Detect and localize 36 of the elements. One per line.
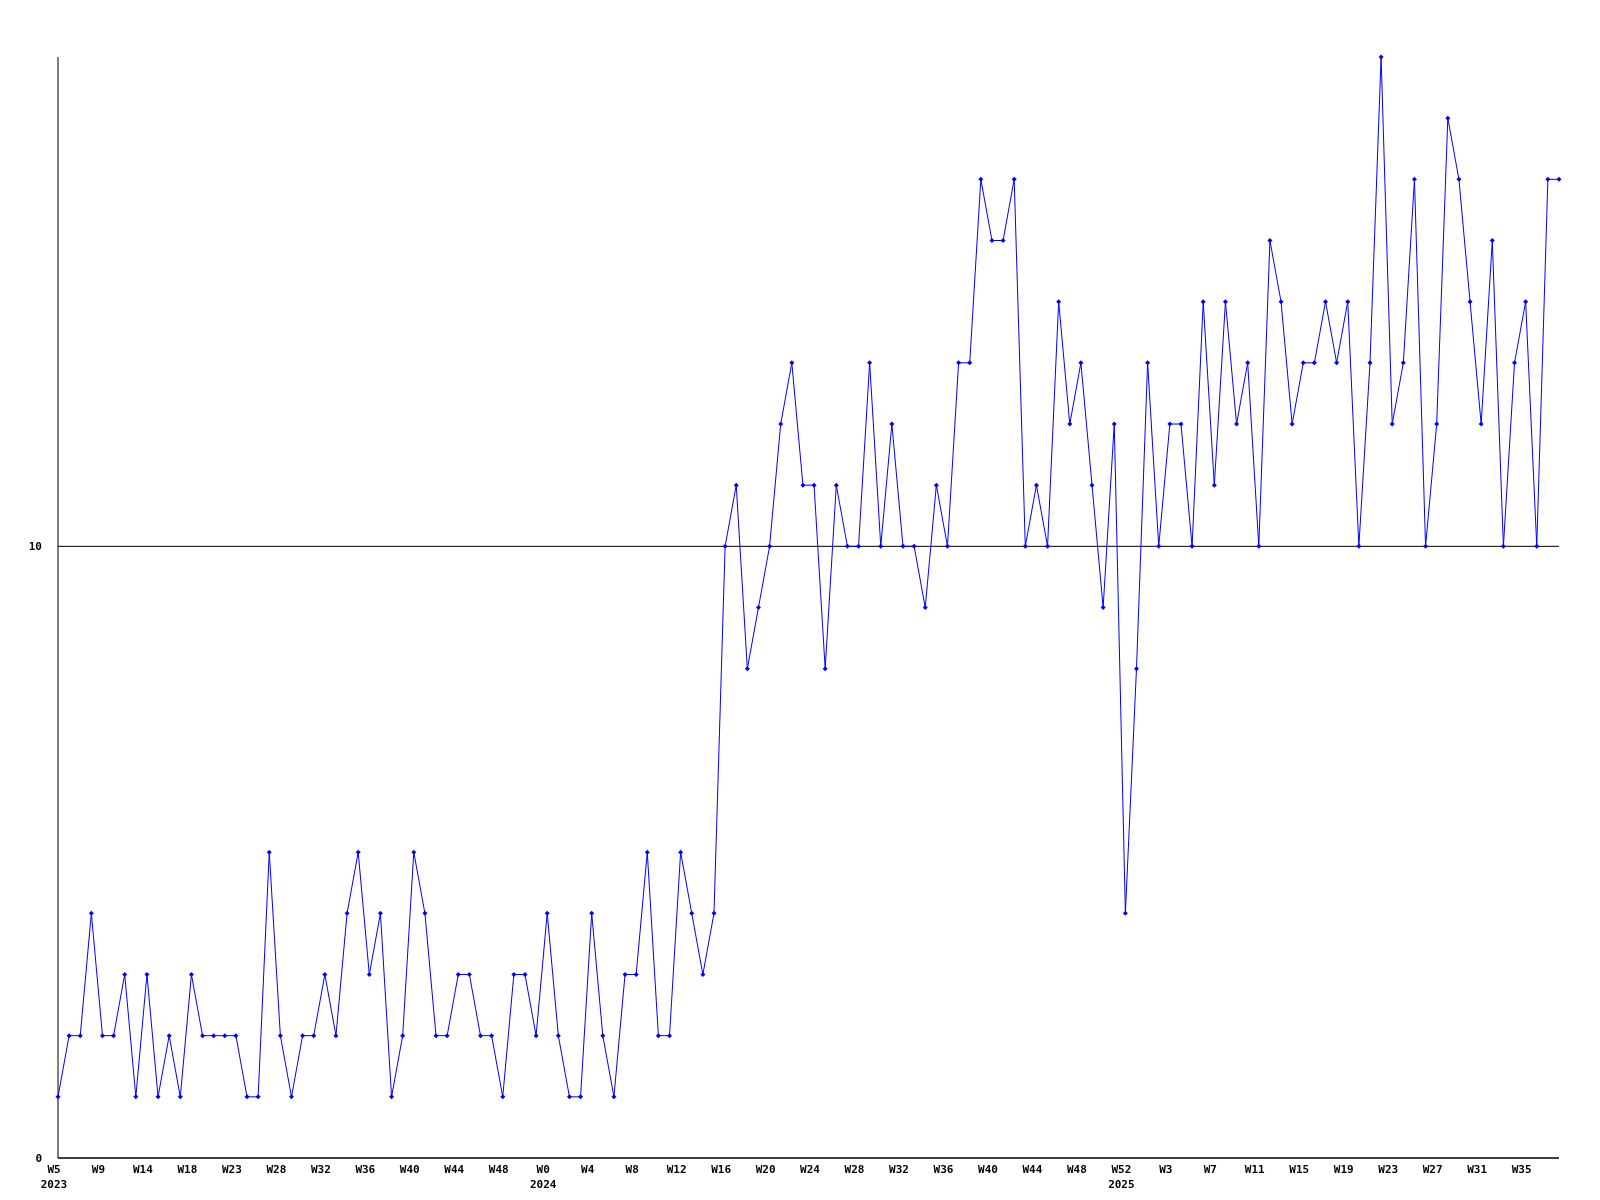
x-tick-label: W36 [355, 1163, 376, 1176]
x-tick-label: W0 2024 [529, 1163, 557, 1191]
x-tick-label: W4 [581, 1163, 595, 1176]
x-tick-label: W32 [310, 1163, 331, 1176]
x-tick-label: W15 [1289, 1163, 1310, 1176]
x-tick-label: W23 [1378, 1163, 1399, 1176]
x-tick-label: W28 [266, 1163, 287, 1176]
x-tick-label: W24 [800, 1163, 821, 1176]
x-tick-label: W16 [711, 1163, 732, 1176]
x-tick-label: W9 [91, 1163, 106, 1176]
y-tick-label: 10 [28, 540, 42, 554]
x-tick-label: W44 [1022, 1163, 1043, 1176]
x-tick-label: W3 [1159, 1163, 1173, 1176]
x-tick-label: W44 [444, 1163, 465, 1176]
x-tick-label: W20 [755, 1163, 776, 1176]
x-tick-label: W12 [666, 1163, 687, 1176]
y-tick-label: 0 [35, 1151, 42, 1165]
x-tick-label: W31 [1467, 1163, 1488, 1176]
x-tick-label: W36 [933, 1163, 954, 1176]
x-tick-label: W8 [625, 1163, 639, 1176]
x-tick-label: W5 2023 [40, 1163, 68, 1191]
x-tick-label: W23 [221, 1163, 242, 1176]
x-tick-label: W11 [1244, 1163, 1266, 1176]
x-tick-label: W48 [1066, 1163, 1087, 1176]
x-tick-label: W40 [978, 1163, 998, 1176]
x-tick-label: W52 2025 [1108, 1163, 1135, 1191]
x-tick-label: W18 [177, 1163, 198, 1176]
x-tick-label: W27 [1422, 1163, 1443, 1176]
x-tick-label: W19 [1333, 1163, 1354, 1176]
x-tick-label: W7 [1203, 1163, 1217, 1176]
x-tick-label: W14 [133, 1163, 154, 1176]
x-tick-label: W35 [1511, 1163, 1532, 1176]
x-tick-label: W40 [399, 1163, 420, 1176]
x-tick-label: W28 [844, 1163, 865, 1176]
x-tick-label: W32 [889, 1163, 909, 1176]
x-tick-label: W48 [488, 1163, 509, 1176]
